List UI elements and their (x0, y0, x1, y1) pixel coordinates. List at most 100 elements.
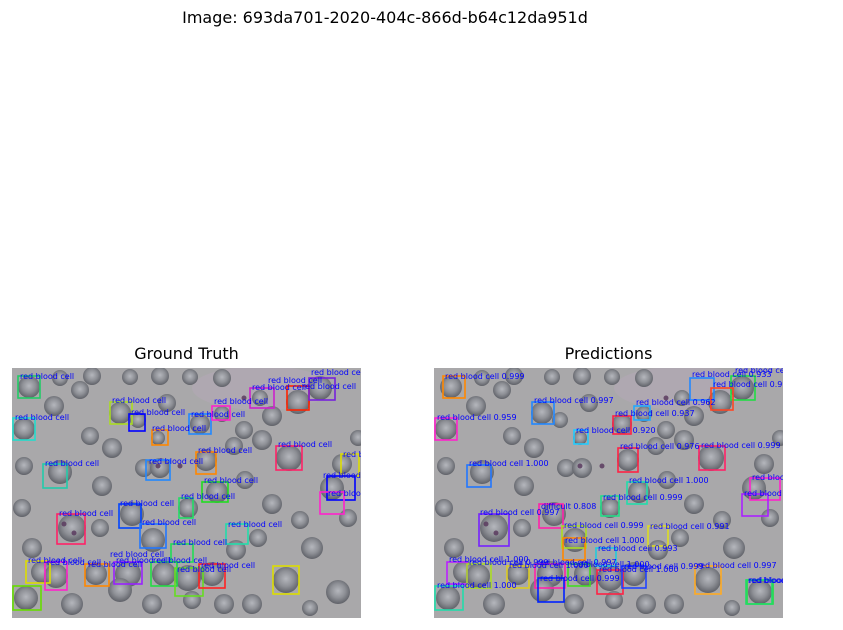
blood-cell (141, 528, 165, 552)
blood-cell (71, 381, 89, 399)
prediction-box (710, 387, 734, 411)
blood-cell (213, 369, 231, 387)
blood-cell (18, 376, 40, 398)
ground-truth-label: red blood cell (112, 396, 166, 405)
blood-cell (552, 412, 568, 428)
ground-truth-box (174, 567, 204, 597)
blood-cell (723, 537, 745, 559)
ground-truth-label: red blood cell (173, 538, 227, 547)
ground-truth-box (17, 375, 41, 399)
prediction-label: red blood cell 1.000 (599, 565, 679, 574)
blood-cell (235, 421, 253, 439)
blood-cell (249, 529, 267, 547)
prediction-box (694, 565, 722, 595)
blood-cell (15, 457, 33, 475)
ground-truth-box (150, 561, 178, 587)
blood-cell (286, 390, 310, 414)
blood-cell (58, 514, 86, 542)
ground-truth-box (145, 459, 171, 481)
prediction-box (647, 525, 669, 547)
prediction-box (596, 569, 624, 595)
blood-cell (242, 594, 262, 614)
prediction-box (600, 495, 620, 517)
predictions-image: red blood cell 0.999 red blood cell 0.959… (434, 368, 783, 618)
blood-cell (684, 406, 704, 426)
prediction-box (745, 579, 773, 605)
blood-cell (150, 458, 170, 478)
blood-cell (158, 394, 176, 412)
blood-cell (605, 591, 623, 609)
blood-cell (542, 502, 566, 526)
ground-truth-label: red blood cell (28, 556, 82, 565)
ground-truth-title: Ground Truth (134, 344, 239, 363)
ground-truth-label: red blood cell (131, 408, 185, 417)
ground-truth-box (42, 463, 68, 489)
ground-truth-box (118, 503, 142, 529)
ground-truth-label: red blood cell (311, 368, 361, 377)
blood-cell (273, 567, 299, 593)
prediction-label: red blood cell 0.999 (469, 558, 549, 567)
blood-cell (574, 562, 598, 586)
prediction-box (573, 429, 589, 445)
prediction-box (466, 563, 492, 589)
blood-cell (178, 498, 198, 518)
prediction-box (538, 503, 564, 529)
ground-truth-label: red blood cell (110, 550, 164, 559)
ground-truth-label: red blood cell (120, 499, 174, 508)
blood-cell (684, 494, 704, 514)
ground-truth-box (25, 560, 51, 584)
prediction-box (442, 375, 466, 399)
prediction-label: red blood cell 0.997 (697, 561, 777, 570)
ground-truth-label: red blood cell (214, 397, 268, 406)
ground-truth-box (225, 523, 249, 545)
blood-cell (291, 511, 309, 529)
parasite-spot (493, 530, 499, 536)
blood-cell (225, 437, 243, 455)
blood-cell (276, 445, 302, 471)
ground-truth-label: red blood cell (191, 410, 245, 419)
blood-cell (151, 431, 165, 445)
ground-truth-label: red blood cell (116, 556, 170, 565)
blood-cell (573, 368, 591, 385)
ground-truth-box (188, 413, 212, 435)
prediction-label: red blood cell 1.000 (509, 561, 589, 570)
blood-cell (466, 564, 490, 588)
ground-truth-box (195, 451, 217, 475)
blood-cell (13, 499, 31, 517)
blood-cell (514, 476, 534, 496)
blood-cell (226, 540, 246, 560)
blood-cell (262, 494, 282, 514)
blood-cell (513, 519, 531, 537)
prediction-label: red blood cell 0.959 (437, 413, 517, 422)
prediction-label: red blood cell 0.997 (537, 558, 617, 567)
prediction-box (434, 417, 458, 441)
prediction-box (741, 493, 769, 517)
prediction-label: difficult 0.808 (541, 502, 596, 511)
ground-truth-label: red blood cell (198, 446, 252, 455)
prediction-box (612, 415, 632, 435)
blood-cell (524, 438, 544, 458)
blood-cell (636, 406, 652, 422)
ground-truth-label: red blood cell (278, 440, 332, 449)
blood-cell (503, 427, 521, 445)
blood-cell (190, 414, 210, 434)
prediction-label: red blood cell 0.999 (540, 574, 620, 583)
blood-cell (604, 369, 620, 385)
ground-truth-box (128, 413, 146, 432)
ground-truth-label: red blood cell (204, 476, 258, 485)
prediction-box (626, 481, 648, 505)
blood-cell (493, 381, 511, 399)
ground-truth-label: red blood cell (59, 509, 113, 518)
blood-cell (483, 593, 505, 615)
blood-cell (622, 562, 646, 586)
blood-cell (83, 368, 101, 385)
blood-cell (339, 509, 357, 527)
blood-cell (440, 376, 462, 398)
prediction-label: red blood cell 0.999 (701, 441, 781, 450)
blood-cell (761, 509, 779, 527)
blood-cell (44, 564, 68, 588)
ground-truth-box (56, 513, 86, 545)
ground-truth-label: red blood cell (152, 424, 206, 433)
blood-cell (573, 431, 587, 445)
blood-cell (175, 565, 201, 591)
